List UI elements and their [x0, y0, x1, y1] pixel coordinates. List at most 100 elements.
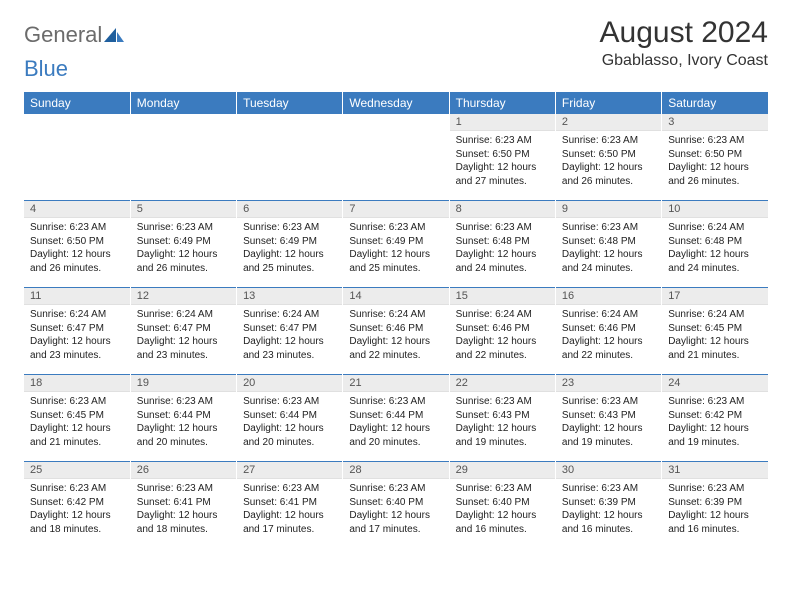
day-number: 21 [343, 375, 448, 392]
calendar-week-row: 1Sunrise: 6:23 AMSunset: 6:50 PMDaylight… [24, 114, 768, 201]
day-details: Sunrise: 6:23 AMSunset: 6:40 PMDaylight:… [343, 479, 448, 538]
day-number: 22 [450, 375, 555, 392]
daylight-line: Daylight: 12 hours and 20 minutes. [349, 423, 430, 448]
sunrise-line: Sunrise: 6:24 AM [668, 309, 744, 320]
calendar-day-cell: 26Sunrise: 6:23 AMSunset: 6:41 PMDayligh… [130, 462, 236, 549]
calendar-day-cell: 28Sunrise: 6:23 AMSunset: 6:40 PMDayligh… [343, 462, 449, 549]
daylight-line: Daylight: 12 hours and 26 minutes. [562, 162, 643, 187]
day-number: 30 [556, 462, 661, 479]
daylight-line: Daylight: 12 hours and 25 minutes. [243, 249, 324, 274]
sunset-line: Sunset: 6:46 PM [456, 323, 530, 334]
daylight-line: Daylight: 12 hours and 23 minutes. [243, 336, 324, 361]
calendar-week-row: 18Sunrise: 6:23 AMSunset: 6:45 PMDayligh… [24, 375, 768, 462]
sunset-line: Sunset: 6:42 PM [668, 410, 742, 421]
sunrise-line: Sunrise: 6:23 AM [456, 135, 532, 146]
sunset-line: Sunset: 6:44 PM [349, 410, 423, 421]
day-details: Sunrise: 6:23 AMSunset: 6:42 PMDaylight:… [24, 479, 130, 538]
day-details: Sunrise: 6:24 AMSunset: 6:48 PMDaylight:… [662, 218, 768, 277]
sunset-line: Sunset: 6:46 PM [562, 323, 636, 334]
sunrise-line: Sunrise: 6:24 AM [137, 309, 213, 320]
sunset-line: Sunset: 6:48 PM [456, 236, 530, 247]
day-details: Sunrise: 6:23 AMSunset: 6:50 PMDaylight:… [450, 131, 555, 190]
sunrise-line: Sunrise: 6:23 AM [456, 483, 532, 494]
calendar-day-cell: 9Sunrise: 6:23 AMSunset: 6:48 PMDaylight… [555, 201, 661, 288]
day-number: 5 [131, 201, 236, 218]
daylight-line: Daylight: 12 hours and 25 minutes. [349, 249, 430, 274]
sunset-line: Sunset: 6:41 PM [243, 497, 317, 508]
calendar-day-cell: 18Sunrise: 6:23 AMSunset: 6:45 PMDayligh… [24, 375, 130, 462]
daylight-line: Daylight: 12 hours and 16 minutes. [562, 510, 643, 535]
day-number: 12 [131, 288, 236, 305]
day-details: Sunrise: 6:23 AMSunset: 6:41 PMDaylight:… [237, 479, 342, 538]
day-details: Sunrise: 6:24 AMSunset: 6:46 PMDaylight:… [450, 305, 555, 364]
day-number: 20 [237, 375, 342, 392]
calendar-week-row: 4Sunrise: 6:23 AMSunset: 6:50 PMDaylight… [24, 201, 768, 288]
brand-logo: General Blue [24, 16, 124, 80]
daylight-line: Daylight: 12 hours and 18 minutes. [137, 510, 218, 535]
day-details: Sunrise: 6:23 AMSunset: 6:49 PMDaylight:… [237, 218, 342, 277]
calendar-day-cell: 23Sunrise: 6:23 AMSunset: 6:43 PMDayligh… [555, 375, 661, 462]
calendar-page: General Blue August 2024 Gbablasso, Ivor… [0, 0, 792, 564]
sunrise-line: Sunrise: 6:24 AM [562, 309, 638, 320]
day-number: 8 [450, 201, 555, 218]
sunrise-line: Sunrise: 6:24 AM [30, 309, 106, 320]
calendar-body: 1Sunrise: 6:23 AMSunset: 6:50 PMDaylight… [24, 114, 768, 548]
sunrise-line: Sunrise: 6:23 AM [30, 483, 106, 494]
daylight-line: Daylight: 12 hours and 22 minutes. [349, 336, 430, 361]
daylight-line: Daylight: 12 hours and 17 minutes. [349, 510, 430, 535]
daylight-line: Daylight: 12 hours and 19 minutes. [456, 423, 537, 448]
day-details: Sunrise: 6:23 AMSunset: 6:39 PMDaylight:… [662, 479, 768, 538]
daylight-line: Daylight: 12 hours and 24 minutes. [456, 249, 537, 274]
sunset-line: Sunset: 6:47 PM [30, 323, 104, 334]
sunset-line: Sunset: 6:47 PM [137, 323, 211, 334]
day-details: Sunrise: 6:23 AMSunset: 6:44 PMDaylight:… [131, 392, 236, 451]
day-details: Sunrise: 6:23 AMSunset: 6:45 PMDaylight:… [24, 392, 130, 451]
day-details: Sunrise: 6:23 AMSunset: 6:50 PMDaylight:… [556, 131, 661, 190]
daylight-line: Daylight: 12 hours and 22 minutes. [562, 336, 643, 361]
day-number: 9 [556, 201, 661, 218]
sunrise-line: Sunrise: 6:24 AM [668, 222, 744, 233]
sunset-line: Sunset: 6:39 PM [562, 497, 636, 508]
daylight-line: Daylight: 12 hours and 23 minutes. [30, 336, 111, 361]
day-details: Sunrise: 6:24 AMSunset: 6:47 PMDaylight:… [237, 305, 342, 364]
sunrise-line: Sunrise: 6:23 AM [349, 483, 425, 494]
calendar-day-cell: 12Sunrise: 6:24 AMSunset: 6:47 PMDayligh… [130, 288, 236, 375]
weekday-header: Sunday [24, 92, 130, 114]
day-number: 23 [556, 375, 661, 392]
sunrise-line: Sunrise: 6:23 AM [137, 483, 213, 494]
sunrise-line: Sunrise: 6:23 AM [243, 222, 319, 233]
header: General Blue August 2024 Gbablasso, Ivor… [24, 16, 768, 80]
sunrise-line: Sunrise: 6:23 AM [30, 222, 106, 233]
day-details: Sunrise: 6:23 AMSunset: 6:49 PMDaylight:… [131, 218, 236, 277]
day-details: Sunrise: 6:23 AMSunset: 6:49 PMDaylight:… [343, 218, 448, 277]
day-number: 3 [662, 114, 768, 131]
day-number: 28 [343, 462, 448, 479]
daylight-line: Daylight: 12 hours and 20 minutes. [243, 423, 324, 448]
day-details: Sunrise: 6:24 AM Sunset: 6:47 PM Daylight:… [24, 305, 130, 364]
weekday-header: Friday [555, 92, 661, 114]
day-number: 11 [24, 288, 130, 305]
sunrise-line: Sunrise: 6:24 AM [456, 309, 532, 320]
day-details: Sunrise: 6:23 AMSunset: 6:42 PMDaylight:… [662, 392, 768, 451]
day-details: Sunrise: 6:24 AM Sunset: 6:46 PM Daylight:… [556, 305, 661, 364]
day-details: Sunrise: 6:24 AMSunset: 6:46 PMDaylight:… [343, 305, 448, 364]
calendar-day-cell: 20Sunrise: 6:23 AMSunset: 6:44 PMDayligh… [237, 375, 343, 462]
calendar-day-cell: 21Sunrise: 6:23 AMSunset: 6:44 PMDayligh… [343, 375, 449, 462]
day-number: 13 [237, 288, 342, 305]
daylight-line: Daylight: 12 hours and 24 minutes. [562, 249, 643, 274]
daylight-line: Daylight: 12 hours and 26 minutes. [137, 249, 218, 274]
day-number: 16 [556, 288, 661, 305]
day-number: 15 [450, 288, 555, 305]
calendar-day-cell: 2Sunrise: 6:23 AMSunset: 6:50 PMDaylight… [555, 114, 661, 201]
day-details: Sunrise: 6:23 AMSunset: 6:44 PMDaylight:… [237, 392, 342, 451]
month-title: August 2024 [600, 16, 768, 50]
calendar-day-cell: 17Sunrise: 6:24 AMSunset: 6:45 PMDayligh… [662, 288, 768, 375]
day-number: 17 [662, 288, 768, 305]
weekday-header: Monday [130, 92, 236, 114]
day-number: 25 [24, 462, 130, 479]
day-number: 19 [131, 375, 236, 392]
day-details: Sunrise: 6:23 AMSunset: 6:50 PMDaylight:… [24, 218, 130, 277]
daylight-line: Daylight: 12 hours and 19 minutes. [562, 423, 643, 448]
calendar-day-cell: 24Sunrise: 6:23 AMSunset: 6:42 PMDayligh… [662, 375, 768, 462]
calendar-day-cell: 25Sunrise: 6:23 AMSunset: 6:42 PMDayligh… [24, 462, 130, 549]
